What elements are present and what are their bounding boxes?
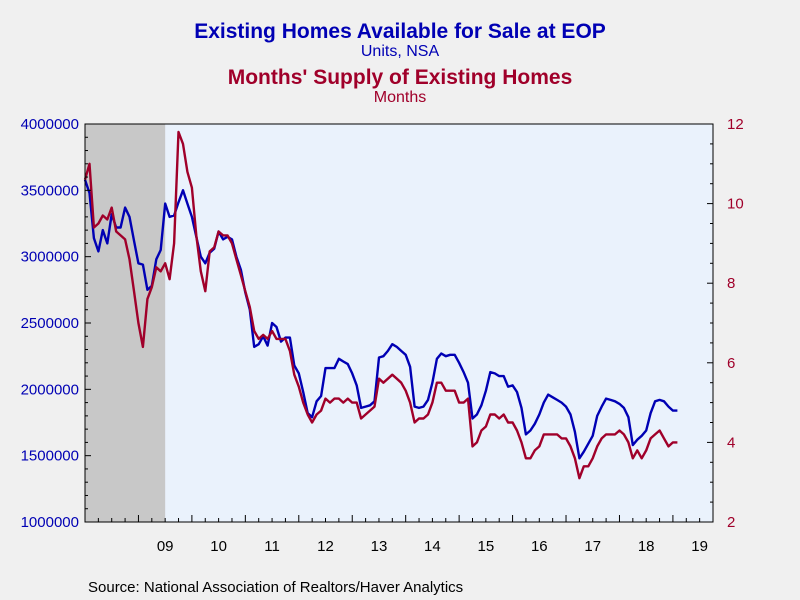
right-tick-label: 10 [727, 196, 744, 213]
source-note: Source: National Association of Realtors… [88, 579, 463, 596]
x-tick-label: 10 [210, 538, 227, 555]
left-tick-label: 2000000 [21, 381, 79, 398]
right-tick-label: 8 [727, 275, 735, 292]
right-tick-label: 6 [727, 355, 735, 372]
x-axis: 09 10 11 12 13 14 15 16 17 18 19 [84, 515, 714, 555]
series-line-inventory [83, 179, 678, 460]
x-tick-label: 19 [691, 538, 708, 555]
x-tick-label: 12 [317, 538, 334, 555]
left-tick-label: 3000000 [21, 249, 79, 266]
x-tick-label: 16 [531, 538, 548, 555]
left-tick-label: 1000000 [21, 514, 79, 531]
x-tick-label: 14 [424, 538, 441, 555]
left-tick-label: 1500000 [21, 448, 79, 465]
title-inventory: Existing Homes Available for Sale at EOP [194, 20, 606, 43]
subtitle-supply: Months [374, 89, 426, 106]
x-tick-label: 09 [157, 538, 174, 555]
right-tick-label: 12 [727, 116, 744, 133]
right-axis: 2 4 6 8 10 12 [707, 116, 744, 531]
series-layer [83, 130, 678, 480]
left-tick-label: 3500000 [21, 182, 79, 199]
right-tick-label: 2 [727, 514, 735, 531]
subtitle-inventory: Units, NSA [361, 43, 440, 60]
title-supply: Months' Supply of Existing Homes [228, 66, 573, 89]
recession-shading [85, 124, 166, 522]
x-tick-label: 17 [584, 538, 601, 555]
x-tick-label: 18 [638, 538, 655, 555]
series-line-supply [83, 130, 678, 480]
left-tick-label: 4000000 [21, 116, 79, 133]
right-tick-label: 4 [727, 434, 735, 451]
x-tick-label: 11 [264, 538, 280, 555]
x-tick-label: 15 [478, 538, 495, 555]
left-tick-label: 2500000 [21, 315, 79, 332]
x-tick-label: 13 [371, 538, 388, 555]
plot-area [85, 124, 713, 522]
left-axis: 1000000 1500000 2000000 2500000 3000000 35000… [21, 116, 91, 531]
